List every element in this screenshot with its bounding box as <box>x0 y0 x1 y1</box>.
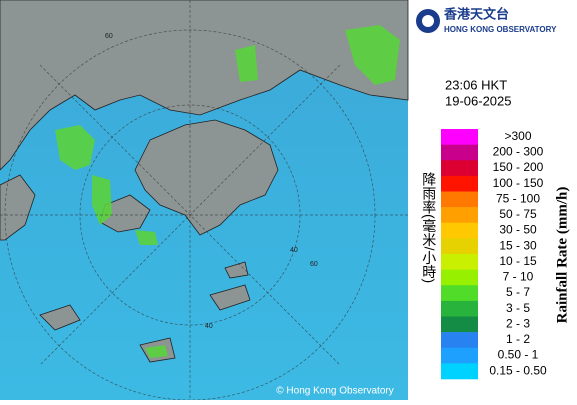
legend-label: 100 - 150 <box>493 176 544 190</box>
logo: 香港天文台 HONG KONG OBSERVATORY <box>416 6 557 34</box>
legend-label: 3 - 5 <box>506 301 530 315</box>
legend-swatch <box>441 207 478 224</box>
legend-swatch <box>441 347 478 364</box>
legend-title-zh: 降雨率(毫米/小時) <box>421 172 437 283</box>
legend-swatch <box>441 300 478 317</box>
legend-label: 5 - 7 <box>506 285 530 299</box>
map: 60 40 60 40 © Hong Kong Observatory <box>0 0 409 401</box>
time: 23:06 HKT <box>445 77 507 92</box>
ring-label: 40 <box>290 247 298 254</box>
legend-label: 75 - 100 <box>496 191 540 205</box>
legend-label: 2 - 3 <box>506 316 530 330</box>
legend-swatch <box>441 316 478 333</box>
legend-label: 200 - 300 <box>493 145 544 159</box>
rain <box>235 45 258 82</box>
island <box>209 284 251 311</box>
org-en: HONG KONG OBSERVATORY <box>444 25 557 34</box>
rain <box>145 345 168 358</box>
legend-swatch <box>441 363 478 380</box>
ring-label: 60 <box>105 33 113 40</box>
land <box>0 0 409 171</box>
legend-label: 1 - 2 <box>506 332 530 346</box>
island <box>224 261 249 279</box>
rain <box>92 175 112 225</box>
legend-swatch <box>441 129 478 145</box>
island <box>39 304 81 331</box>
range-axis <box>39 64 341 366</box>
legend-swatch <box>441 332 478 349</box>
island <box>0 174 36 241</box>
legend-label: 10 - 15 <box>499 254 537 268</box>
rain <box>55 125 95 170</box>
legend-label: 0.50 - 1 <box>498 348 539 362</box>
legend-swatch <box>441 222 478 239</box>
logo-icon <box>422 15 434 27</box>
legend-swatch <box>441 160 478 177</box>
legend-title-en: Rainfall Rate (mm/h) <box>554 187 570 324</box>
legend-swatch <box>441 269 478 286</box>
legend-swatch <box>441 254 478 270</box>
copyright: © Hong Kong Observatory <box>276 386 393 397</box>
legend-label: 15 - 30 <box>499 238 537 252</box>
island <box>134 119 279 236</box>
legend-swatch <box>441 285 478 302</box>
legend-label: 50 - 75 <box>499 207 537 221</box>
legend-swatch <box>441 238 478 255</box>
date: 19-06-2025 <box>445 93 512 108</box>
legend-swatch <box>441 144 478 161</box>
ring-label: 40 <box>205 323 213 330</box>
legend-swatch <box>441 191 478 208</box>
rain <box>345 25 400 85</box>
legend-swatch <box>441 175 478 192</box>
legend-label: 150 - 200 <box>493 160 544 174</box>
legend-label: 0.15 - 0.50 <box>489 363 547 377</box>
legend-label: 30 - 50 <box>499 223 537 237</box>
legend-label: >300 <box>504 129 531 143</box>
org-zh: 香港天文台 <box>443 6 509 21</box>
ring-label: 60 <box>310 261 318 268</box>
rain <box>135 230 158 245</box>
legend-label: 7 - 10 <box>503 270 534 284</box>
